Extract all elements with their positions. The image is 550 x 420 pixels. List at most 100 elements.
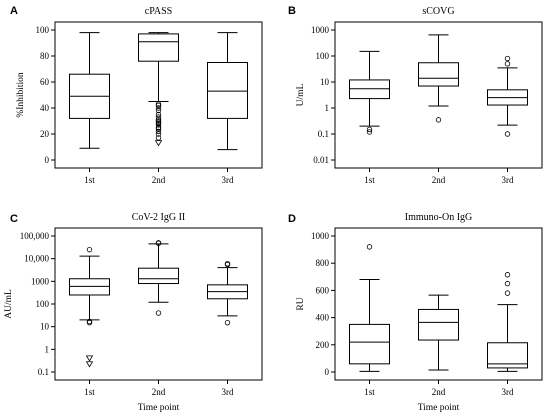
y-tick-label: 600 [316, 285, 330, 295]
box-1 [349, 50, 390, 135]
y-axis-label: RU [296, 297, 306, 310]
y-tick-label: 1000 [311, 231, 330, 241]
box-iqr [138, 267, 179, 285]
y-tick-label: 1 [325, 103, 330, 113]
box-iqr [349, 79, 390, 100]
y-axis-label: U/mL [296, 83, 306, 106]
box-1 [69, 32, 110, 149]
box-3 [487, 55, 528, 137]
outlier-extreme-point [154, 140, 163, 147]
y-tick-label: 60 [40, 77, 50, 87]
outlier-point [504, 61, 511, 67]
outlier-point [366, 129, 373, 135]
outlier-point [155, 122, 162, 128]
box-1 [349, 244, 390, 372]
x-tick-label: 2nd [152, 175, 166, 185]
panel-letter: D [288, 213, 296, 225]
outlier-point [155, 114, 162, 120]
outlier-point [504, 55, 511, 62]
outlier-point [155, 102, 162, 109]
box-3 [487, 272, 528, 372]
outlier-point [435, 117, 442, 123]
y-tick-label: 0.01 [313, 155, 329, 165]
x-tick-label: 3rd [502, 175, 514, 185]
box-2 [138, 32, 179, 147]
y-tick-label: 10 [320, 77, 330, 87]
outlier-point [155, 240, 162, 246]
chart-title: cPASS [145, 6, 172, 17]
y-tick-label: 0 [45, 155, 50, 165]
box-2 [418, 294, 459, 371]
y-axis-label: AU/mL [4, 289, 14, 319]
outlier-point [504, 272, 511, 278]
y-tick-label: 1 [45, 344, 50, 354]
outlier-point [155, 107, 162, 114]
y-tick-label: 1000 [31, 276, 50, 286]
x-tick-label: 2nd [432, 175, 446, 185]
outlier-point [155, 128, 162, 135]
chart-title: sCOVG [422, 6, 454, 17]
y-tick-label: 100 [316, 51, 330, 61]
chart-title: CoV-2 IgG II [132, 212, 186, 223]
y-tick-label: 0.1 [318, 129, 329, 139]
x-tick-label: 2nd [432, 387, 446, 397]
box-iqr [69, 278, 110, 296]
outlier-point [224, 261, 231, 268]
y-tick-label: 10 [40, 322, 50, 332]
x-axis-label: Time point [418, 403, 460, 413]
box-1 [69, 246, 110, 368]
y-tick-label: 100,000 [20, 231, 50, 241]
box-iqr [418, 62, 459, 87]
y-tick-label: 800 [316, 258, 330, 268]
y-tick-label: 1000 [311, 25, 330, 35]
y-tick-label: 10,000 [24, 254, 49, 264]
y-tick-label: 200 [316, 340, 330, 350]
chart-panel-d: D Immuno-On IgG 0 200 400 600 800 1000 RU 1st 2nd 3… [288, 212, 543, 413]
x-tick-label: 3rd [222, 175, 234, 185]
x-tick-label: 2nd [152, 387, 166, 397]
y-tick-label: 0 [325, 367, 330, 377]
panel-letter: A [10, 5, 18, 17]
outlier-point [366, 244, 373, 250]
outlier-point [224, 319, 231, 326]
outlier-point [86, 319, 93, 326]
box-iqr [138, 33, 179, 62]
outlier-point [86, 246, 93, 253]
box-iqr [418, 308, 459, 341]
chart-title: Immuno-On IgG [405, 212, 473, 223]
x-axis-label: Time point [138, 403, 180, 413]
box-3 [207, 32, 248, 151]
outlier-point [504, 280, 511, 287]
box-3 [207, 260, 248, 326]
x-tick-label: 1st [364, 175, 375, 185]
y-tick-label: 80 [40, 51, 50, 61]
y-tick-label: 100 [36, 299, 50, 309]
outlier-point [366, 126, 373, 133]
x-tick-label: 3rd [222, 387, 234, 397]
outlier-point [155, 135, 162, 141]
y-tick-label: 100 [36, 25, 50, 35]
outlier-point [155, 310, 162, 316]
outlier-point [155, 111, 162, 118]
y-tick-label: 40 [40, 103, 50, 113]
y-tick-label: 400 [316, 313, 330, 323]
outlier-point [155, 131, 162, 137]
box-2 [138, 240, 179, 316]
outlier-point [155, 105, 162, 111]
outlier-extreme-point [85, 361, 94, 368]
y-axis-label: %Inhibition [16, 72, 26, 118]
box-iqr [349, 323, 390, 365]
outlier-point [155, 126, 162, 132]
x-tick-label: 1st [364, 387, 375, 397]
y-tick-label: 20 [40, 129, 50, 139]
panel-letter: C [10, 213, 18, 225]
box-2 [418, 34, 459, 123]
outlier-point [504, 290, 511, 296]
x-tick-label: 1st [84, 387, 95, 397]
x-tick-label: 3rd [502, 387, 514, 397]
x-tick-label: 1st [84, 175, 95, 185]
box-iqr [207, 62, 248, 119]
